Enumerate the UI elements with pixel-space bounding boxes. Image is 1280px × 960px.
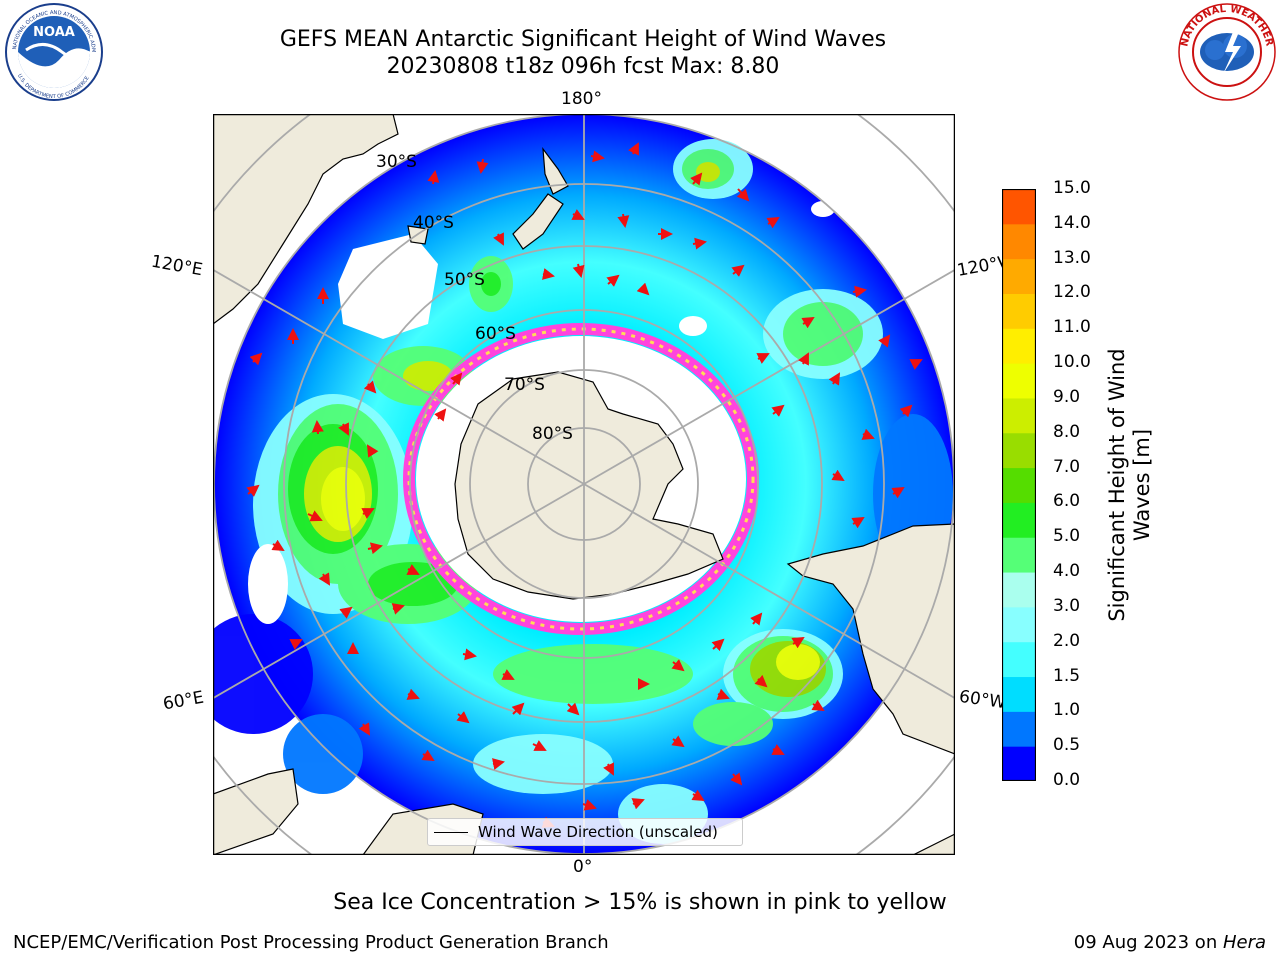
- colorbar-band: [1002, 676, 1036, 712]
- colorbar-tick-label: 6.0: [1053, 491, 1081, 512]
- colorbar-band: [1002, 397, 1036, 434]
- colorbar-tick-label: 4.0: [1053, 561, 1081, 582]
- colorbar-tick-label: 2.0: [1053, 630, 1081, 651]
- new-zealand-north: [542, 146, 569, 195]
- white-patch-tasman: [338, 234, 438, 339]
- lon-label-left-upper: 120°E: [149, 251, 205, 281]
- africa: [213, 768, 299, 855]
- colorbar: [1002, 189, 1036, 781]
- new-zealand-south: [512, 193, 564, 250]
- lon-label-right-lower: 60°W: [957, 686, 1008, 714]
- colorbar-tick-label: 1.5: [1053, 665, 1081, 686]
- colorbar-tick-label: 3.0: [1053, 595, 1081, 616]
- colorbar-band: [1002, 432, 1036, 469]
- colorbar-band: [1002, 711, 1036, 747]
- lat-label-50s: 50°S: [444, 270, 485, 290]
- colorbar-tick-label: 1.0: [1053, 700, 1081, 721]
- lat-label-70s: 70°S: [504, 375, 545, 395]
- lat-label-30s: 30°S: [376, 152, 417, 172]
- colorbar-band: [1002, 223, 1036, 260]
- colorbar-tick-label: 5.0: [1053, 526, 1081, 547]
- colorbar-tick-label: 15.0: [1053, 178, 1091, 198]
- colorbar-band: [1002, 293, 1036, 329]
- south-america: [786, 523, 955, 755]
- colorbar-band: [1002, 258, 1036, 294]
- legend-line-swatch: [434, 831, 468, 833]
- colorbar-tick-label: 14.0: [1053, 212, 1091, 233]
- footer-credit: NCEP/EMC/Verification Post Processing Pr…: [13, 932, 609, 953]
- chart-title: GEFS MEAN Antarctic Significant Height o…: [279, 27, 887, 52]
- lat-label-40s: 40°S: [413, 213, 454, 233]
- colorbar-band: [1002, 189, 1036, 225]
- colorbar-tick-label: 7.0: [1053, 456, 1081, 477]
- colorbar-band: [1002, 467, 1036, 503]
- sea-ice-note: Sea Ice Concentration > 15% is shown in …: [333, 890, 947, 915]
- australia: [213, 114, 399, 325]
- antarctica: [454, 371, 724, 600]
- lon-label-top: 180°: [561, 89, 602, 109]
- map-legend: Wind Wave Direction (unscaled): [427, 818, 743, 846]
- colorbar-band: [1002, 363, 1036, 399]
- colorbar-tick-label: 0.5: [1053, 735, 1081, 756]
- legend-label: Wind Wave Direction (unscaled): [478, 823, 718, 841]
- noaa-logo: NOAA NATIONAL OCEANIC AND ATMOSPHERIC AD…: [4, 2, 103, 101]
- colorbar-tick-label: 12.0: [1053, 282, 1091, 303]
- svg-text:NOAA: NOAA: [33, 25, 75, 40]
- colorbar-band: [1002, 502, 1036, 538]
- nws-logo: NATIONAL WEATHER SERVICE: [1177, 2, 1276, 101]
- colorbar-label: Significant Height of Wind Waves [m]: [1105, 348, 1154, 622]
- chart-subtitle: 20230808 t18z 096h fcst Max: 8.80: [386, 54, 780, 79]
- meridian-lines: [213, 114, 955, 855]
- colorbar-band: [1002, 328, 1036, 364]
- colorbar-band: [1002, 537, 1036, 573]
- footer-date: 09 Aug 2023 on Hera: [1074, 932, 1266, 953]
- colorbar-tick-label: 13.0: [1053, 247, 1091, 268]
- lon-label-left-lower: 60°E: [161, 687, 206, 715]
- colorbar-tick-label: 10.0: [1053, 352, 1091, 373]
- polar-map: [213, 114, 955, 855]
- colorbar-band: [1002, 641, 1036, 678]
- colorbar-tick-label: 11.0: [1053, 317, 1091, 338]
- footer-host: Hera: [1222, 932, 1266, 953]
- colorbar-band: [1002, 606, 1036, 643]
- colorbar-tick-label: 8.0: [1053, 421, 1081, 442]
- colorbar-band: [1002, 572, 1036, 608]
- lat-label-80s: 80°S: [532, 424, 573, 444]
- lat-label-60s: 60°S: [475, 324, 516, 344]
- colorbar-band: [1002, 746, 1036, 781]
- colorbar-tick-label: 9.0: [1053, 386, 1081, 407]
- lon-label-bottom: 0°: [573, 857, 593, 877]
- colorbar-tick-label: 0.0: [1053, 770, 1081, 790]
- footer-date-text: 09 Aug 2023 on: [1073, 932, 1223, 953]
- patagonia-tip: [912, 833, 955, 855]
